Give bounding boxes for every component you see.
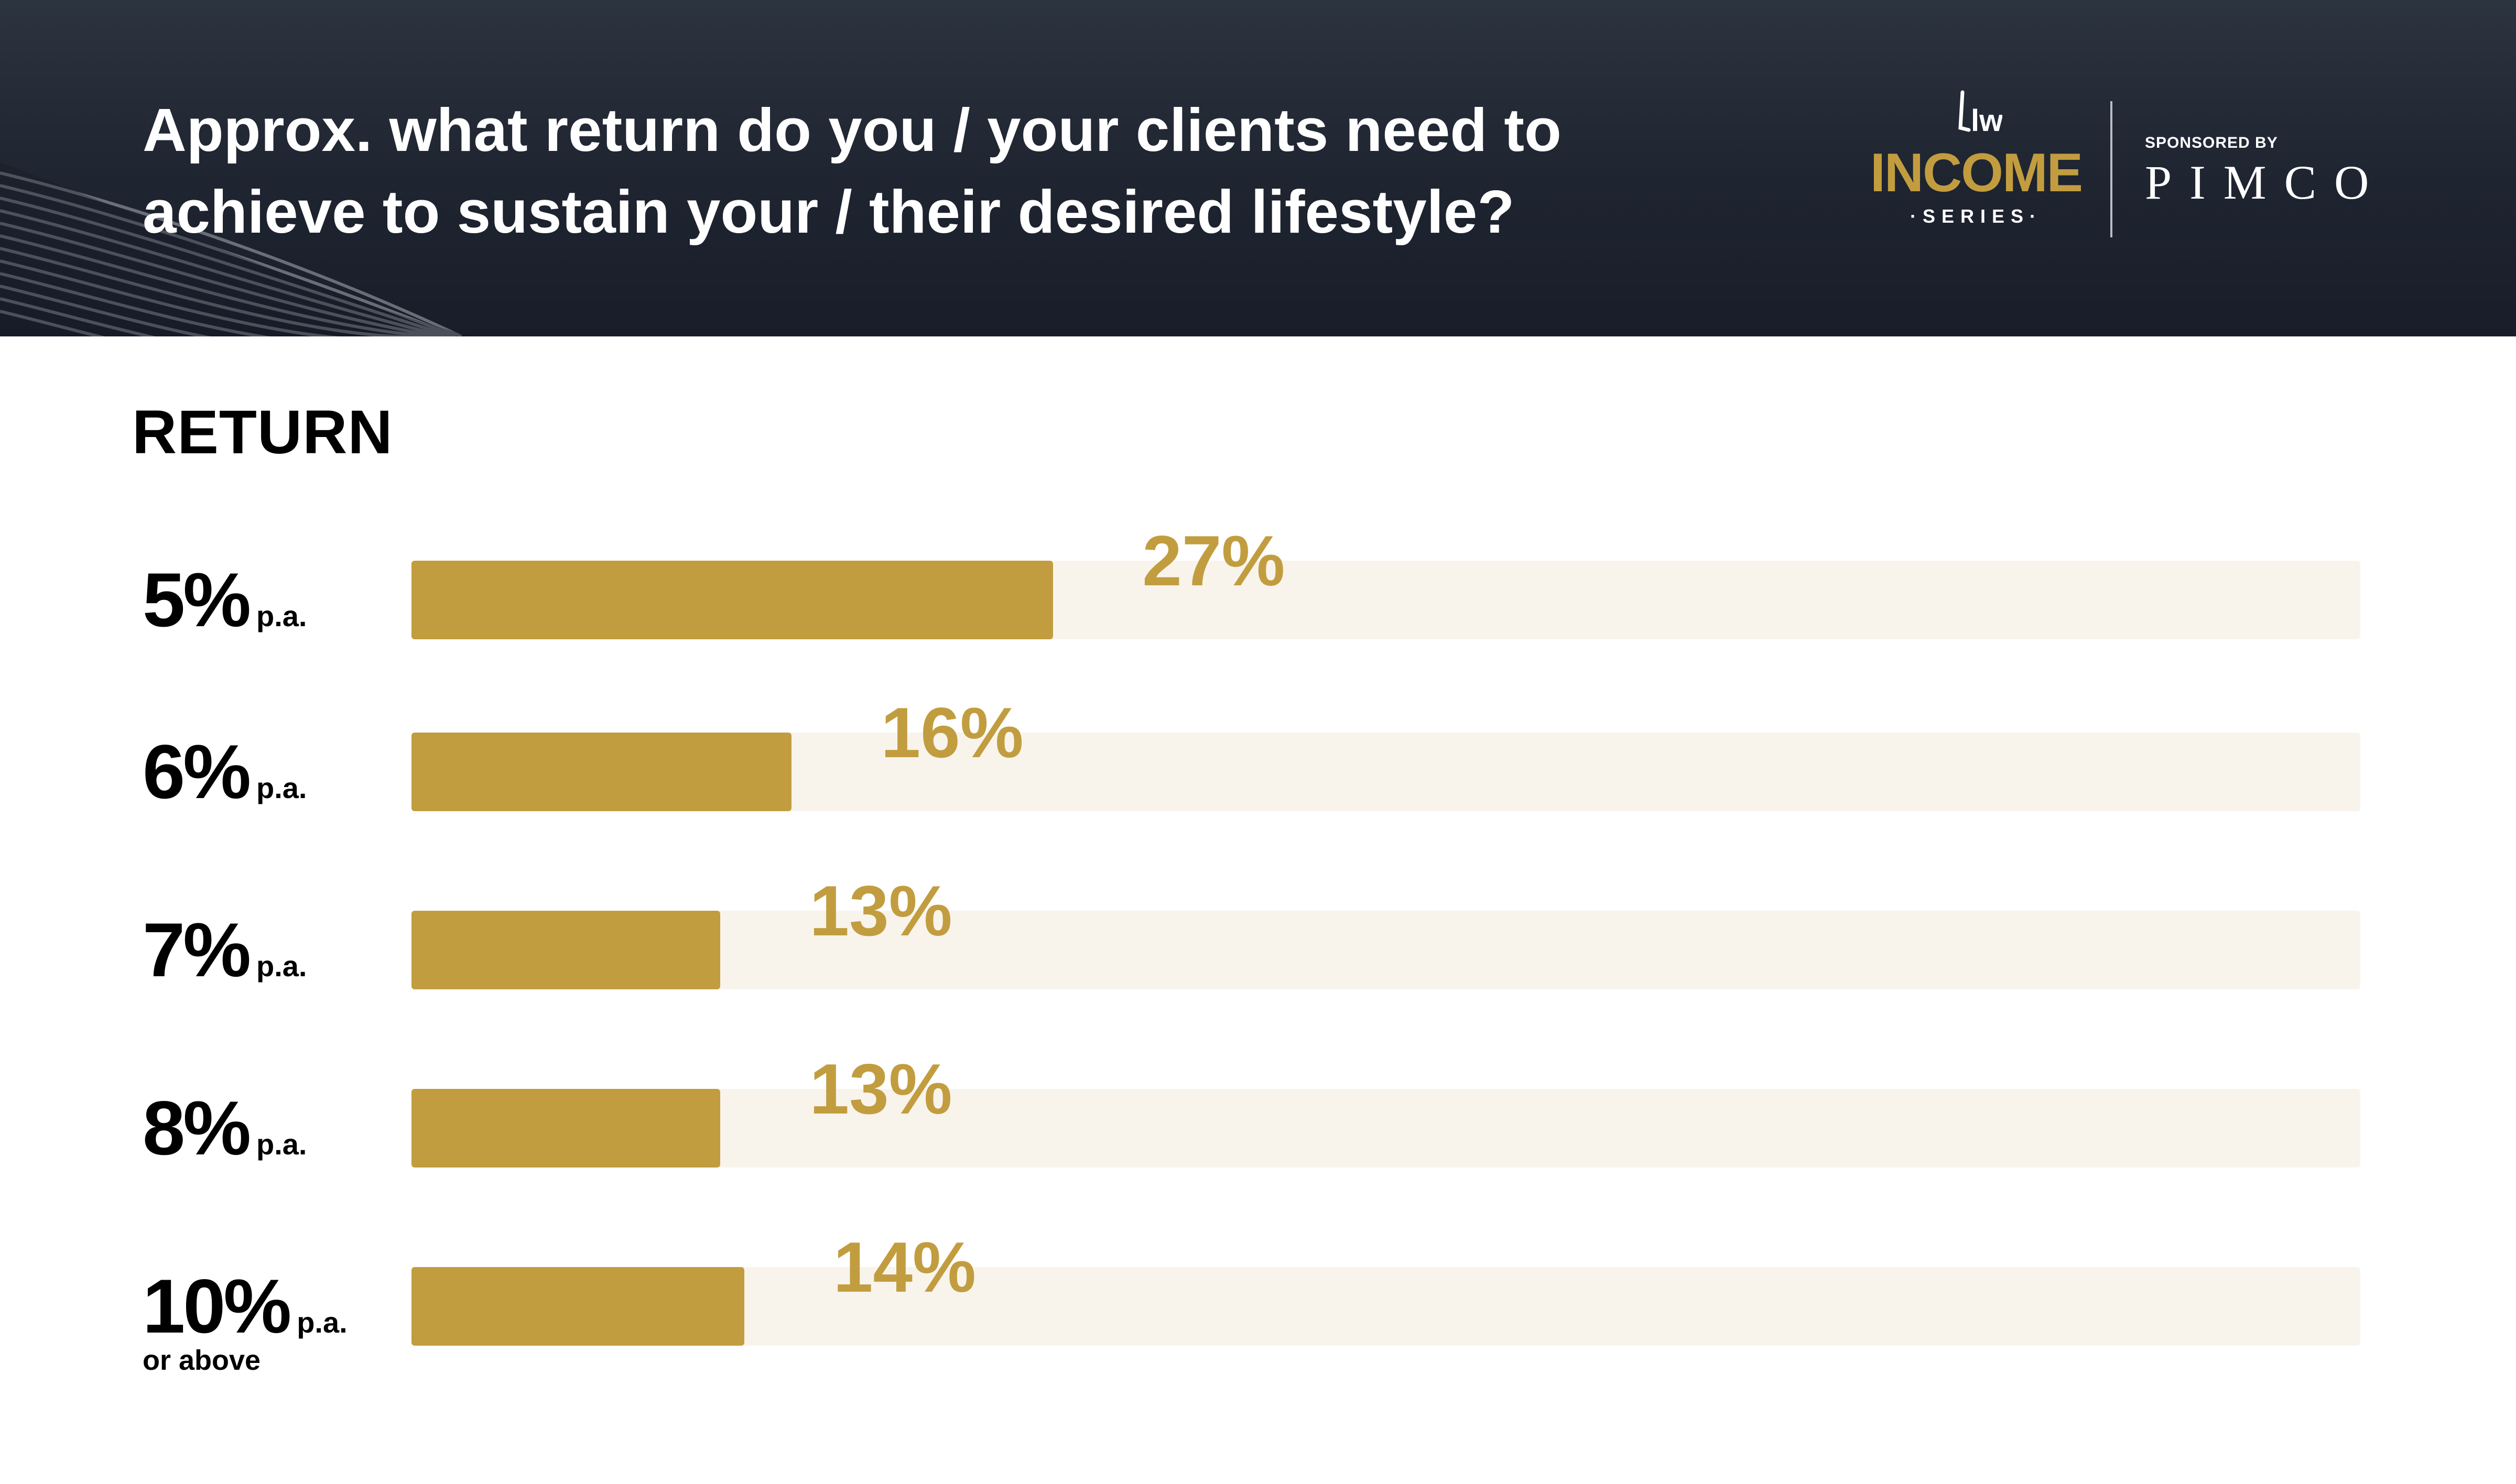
- stripe-line: [0, 285, 414, 336]
- category-unit: p.a.: [256, 1128, 307, 1161]
- bar: [411, 1089, 721, 1167]
- category-value: 8%: [143, 1085, 251, 1171]
- title-line-2: achieve to sustain your / their desired …: [143, 178, 1515, 246]
- logo-mark: lw: [1971, 104, 2002, 138]
- category-value: 5%: [143, 557, 251, 642]
- category-label: 8% p.a.: [143, 1089, 307, 1167]
- income-series-logo: lw INCOME ·SERIES·: [1866, 89, 2086, 241]
- header-banner: Approx. what return do you / your client…: [0, 0, 2516, 336]
- stripe-line: [0, 310, 404, 336]
- data-label: 13%: [809, 871, 952, 951]
- category-label: 10% p.a. or above: [143, 1267, 348, 1377]
- stripe-line: [0, 184, 457, 336]
- stripe-line: [0, 209, 446, 336]
- sponsored-by-label: SPONSORED BY: [2145, 134, 2278, 151]
- category-unit: p.a.: [256, 599, 307, 632]
- page-title: Approx. what return do you / your client…: [143, 89, 1715, 253]
- category-unit: p.a.: [256, 771, 307, 804]
- bar: [411, 911, 721, 989]
- category-label: 6% p.a.: [143, 733, 307, 811]
- logo-divider: [2110, 101, 2112, 237]
- bar-track: [411, 911, 2360, 989]
- bar-track: [411, 1089, 2360, 1167]
- stripe-line: [0, 272, 419, 336]
- category-unit: p.a.: [256, 950, 307, 983]
- lw-logo-icon: lw: [1958, 90, 2002, 138]
- category-label: 5% p.a.: [143, 561, 307, 639]
- data-label: 14%: [833, 1227, 976, 1307]
- stripe-line: [0, 259, 425, 336]
- bar: [411, 733, 792, 811]
- category-unit: p.a.: [297, 1306, 348, 1339]
- category-value: 10%: [143, 1263, 291, 1349]
- logo-sub: ·SERIES·: [1910, 205, 2043, 227]
- stripe-line: [0, 297, 409, 336]
- decorative-stripes: [0, 162, 472, 336]
- bar: [411, 1267, 744, 1346]
- chart-title: RETURN: [132, 398, 393, 467]
- data-label: 13%: [809, 1049, 952, 1129]
- sponsor-logo: PIMCO: [2145, 156, 2387, 209]
- category-value: 7%: [143, 907, 251, 992]
- logo-name: INCOME: [1870, 143, 2083, 203]
- data-label: 16%: [881, 693, 1024, 772]
- stripe-line: [0, 197, 451, 336]
- bar: [411, 561, 1054, 639]
- data-label: 27%: [1142, 521, 1285, 601]
- category-label: 7% p.a.: [143, 911, 307, 989]
- stripe-line: [0, 222, 441, 336]
- category-sub: or above: [143, 1345, 261, 1376]
- title-line-1: Approx. what return do you / your client…: [143, 96, 1561, 164]
- stripe-line: [0, 171, 462, 336]
- stripe-line: [0, 247, 430, 336]
- stripe-line: [0, 234, 436, 336]
- category-value: 6%: [143, 729, 251, 814]
